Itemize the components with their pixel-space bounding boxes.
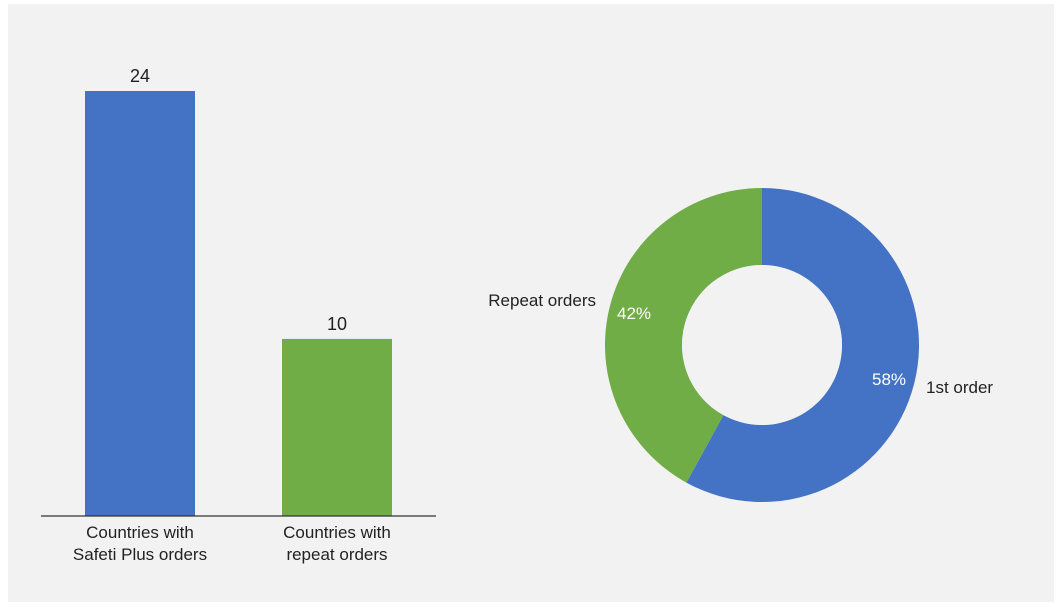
bar-1 xyxy=(85,91,195,516)
category-label: Countries with xyxy=(86,523,194,542)
donut-slice-1 xyxy=(686,188,920,503)
bar-2 xyxy=(282,338,392,516)
slice-percent-label: 42% xyxy=(617,304,651,323)
donut-chart: 58% 1st order 42% Repeat orders xyxy=(488,188,993,503)
slice-percent-label: 58% xyxy=(872,370,906,389)
slice-category-label: 1st order xyxy=(926,378,993,397)
category-label: repeat orders xyxy=(286,545,387,564)
bar-data-label: 24 xyxy=(130,66,150,86)
donut-slice-2 xyxy=(605,188,762,483)
donut-hole xyxy=(682,265,842,425)
bar-chart: 24 Countries with Safeti Plus orders 10 Coun… xyxy=(41,66,436,564)
category-label: Countries with xyxy=(283,523,391,542)
slice-category-label: Repeat orders xyxy=(488,291,596,310)
bar-data-label: 10 xyxy=(327,314,347,334)
category-label: Safeti Plus orders xyxy=(73,545,207,564)
